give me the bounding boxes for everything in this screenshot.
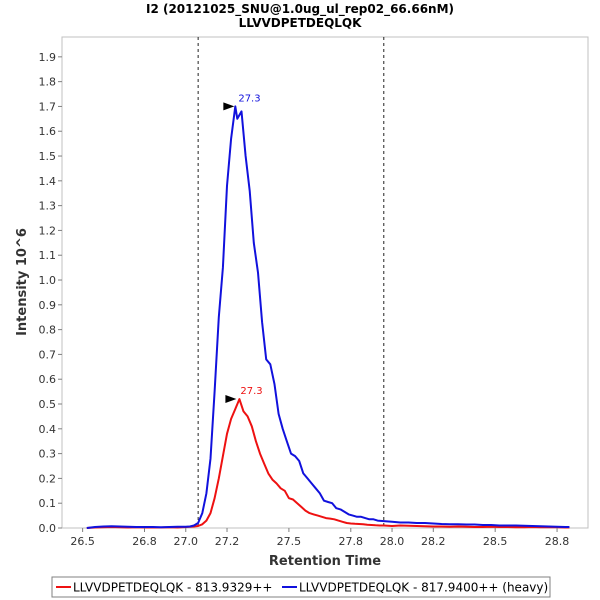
y-tick-label: 1.7 [39,100,57,113]
y-tick-label: 0.1 [39,497,57,510]
y-tick-label: 1.2 [39,224,57,237]
y-tick-label: 0.2 [39,472,57,485]
y-tick-label: 0.8 [39,324,57,337]
y-tick-label: 1.4 [39,175,57,188]
series-line-heavy [86,105,570,529]
peak-label: 27.3 [240,386,262,397]
y-tick-label: 0.0 [39,522,57,535]
series-line-light [86,398,570,529]
legend: LLVVDPETDEQLQK - 813.9329++ LLVVDPETDEQL… [51,576,551,598]
peak-label: 27.3 [238,93,260,104]
peak-marker [223,102,235,111]
y-tick-label: 1.0 [39,274,57,287]
x-tick-label: 28.2 [421,535,446,548]
x-tick-label: 27.2 [215,535,240,548]
x-tick-label: 27.8 [339,535,364,548]
plot-area [61,36,589,529]
y-tick-label: 0.6 [39,373,57,386]
legend-label-light: LLVVDPETDEQLQK - 813.9329++ [73,581,272,595]
y-tick-label: 0.7 [39,348,57,361]
y-tick-label: 1.5 [39,150,57,163]
y-tick-label: 1.8 [39,76,57,89]
x-tick-label: 28.8 [545,535,570,548]
x-tick-label: 27.0 [174,535,199,548]
chart-title: I2 (20121025_SNU@1.0ug_ul_rep02_66.66nM) [146,2,454,17]
y-tick-label: 0.3 [39,448,57,461]
x-axis-label: Retention Time [269,554,381,569]
legend-label-heavy: LLVVDPETDEQLQK - 817.9400++ (heavy) [299,581,548,595]
y-tick-label: 1.1 [39,249,57,262]
peak-marker [225,395,237,404]
y-tick-label: 0.4 [39,423,57,436]
y-tick-label: 1.3 [39,200,57,213]
x-tick-label: 27.5 [277,535,302,548]
chart-subtitle: LLVVDPETDEQLQK [239,16,363,30]
x-tick-label: 26.5 [70,535,95,548]
x-tick-label: 28.0 [380,535,405,548]
x-tick-label: 28.5 [483,535,508,548]
y-tick-label: 1.9 [39,51,57,64]
y-axis-label: Intensity 10^6 [15,228,30,336]
y-tick-label: 1.6 [39,125,57,138]
legend-box [51,576,551,598]
x-tick-label: 26.8 [132,535,157,548]
y-tick-label: 0.9 [39,299,57,312]
y-tick-label: 0.5 [39,398,57,411]
